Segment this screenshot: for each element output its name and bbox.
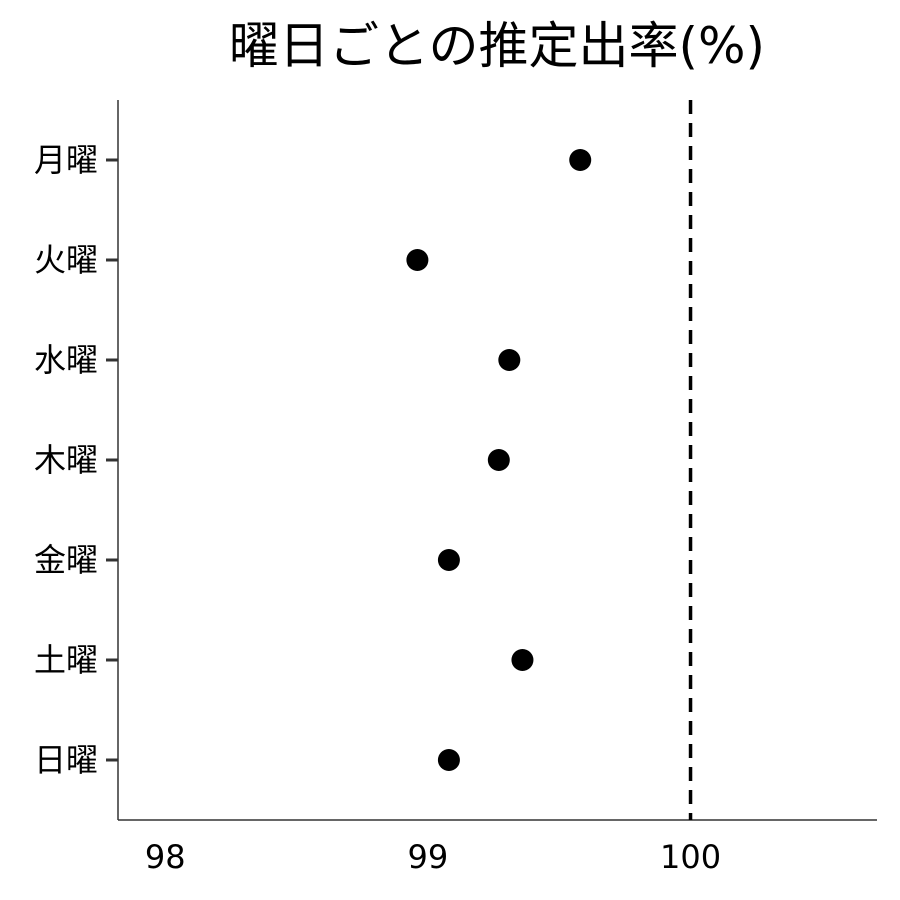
data-point [406, 249, 429, 271]
y-tick-label: 土曜 [34, 641, 98, 679]
y-tick-label: 木曜 [34, 441, 98, 479]
data-point [437, 749, 460, 771]
data-point [487, 449, 510, 471]
y-tick-label: 火曜 [34, 241, 98, 279]
y-tick-label: 水曜 [34, 341, 98, 379]
x-tick-label: 99 [408, 838, 449, 876]
x-tick-label: 98 [145, 838, 186, 876]
data-point [569, 149, 592, 171]
y-tick-label: 日曜 [34, 741, 98, 779]
data-point [437, 549, 460, 571]
data-point [498, 349, 521, 371]
chart-title: 曜日ごとの推定出率(%) [229, 17, 765, 75]
y-tick-label: 月曜 [34, 141, 98, 179]
point-layer [406, 149, 592, 771]
y-tick-label: 金曜 [34, 541, 98, 579]
x-tick-layer: 98 99 100 [145, 838, 721, 876]
x-tick-label: 100 [660, 838, 721, 876]
data-point [511, 649, 534, 671]
